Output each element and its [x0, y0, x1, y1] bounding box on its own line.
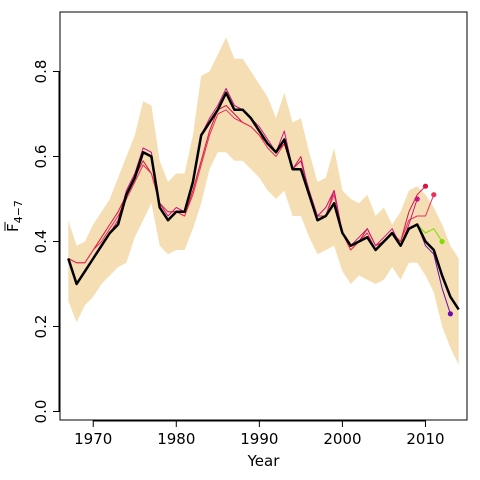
series-end-point-2	[414, 196, 420, 202]
x-tick-label: 2000	[323, 430, 361, 448]
series-end-markers	[414, 183, 453, 317]
y-axis-title: F4−7	[4, 200, 25, 232]
y-axis-title-main: F4−7	[4, 200, 25, 232]
series-end-point-1	[431, 192, 437, 198]
x-tick-label: 1990	[240, 430, 278, 448]
series-end-point-0	[422, 183, 429, 189]
confidence-band-area	[68, 37, 459, 365]
y-axis: 0.0 0.2 0.4 0.6 0.8	[32, 60, 60, 424]
series-end-point-3	[439, 238, 445, 245]
y-tick-label: 0.6	[32, 145, 50, 169]
x-axis-title: Year	[247, 452, 281, 470]
y-tick-label: 0.8	[32, 60, 50, 84]
series-lines	[67, 88, 460, 314]
series-end-point-4	[447, 311, 453, 317]
series-line-5	[67, 91, 460, 311]
x-tick-label: 2010	[406, 430, 444, 448]
y-tick-label: 0.4	[32, 230, 50, 254]
x-axis: 1970 1980 1990 2000 2010	[74, 420, 445, 448]
y-tick-label: 0.2	[32, 315, 50, 339]
x-tick-label: 1980	[157, 430, 195, 448]
y-tick-label: 0.0	[32, 400, 50, 424]
confidence-band	[68, 37, 459, 365]
x-tick-label: 1970	[74, 430, 112, 448]
plot-frame	[59, 11, 468, 421]
